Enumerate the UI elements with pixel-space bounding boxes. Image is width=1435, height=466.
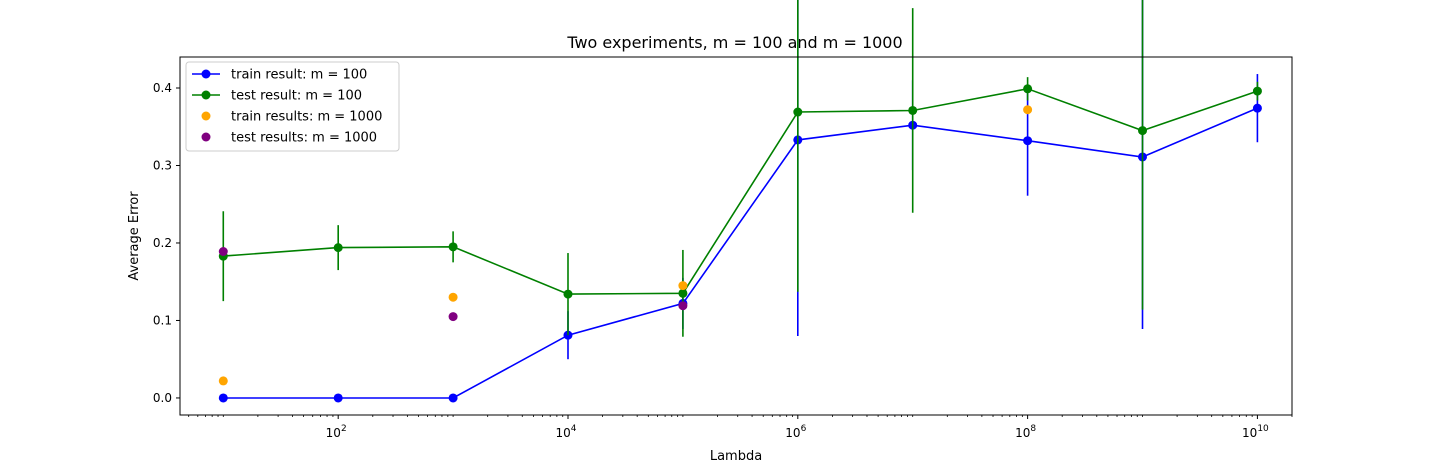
x-tick-label: 102 — [326, 424, 347, 440]
plot-area — [218, 0, 1262, 403]
legend-label: train result: m = 100 — [231, 68, 367, 83]
data-point — [448, 393, 458, 403]
x-tick-label: 104 — [555, 424, 576, 440]
x-tick-label: 106 — [785, 424, 806, 440]
y-tick-label: 0.2 — [153, 236, 172, 250]
data-point — [1252, 86, 1262, 96]
axis-ticks: 102 104 106 108 1010 0.0 0.1 0.2 0.3 0.4 — [153, 81, 1293, 440]
legend-box — [185, 61, 400, 152]
data-point — [1023, 136, 1033, 146]
data-point — [448, 242, 458, 252]
scatter-point — [218, 376, 228, 386]
legend-label: train results: m = 1000 — [231, 110, 382, 125]
x-tick-label: 108 — [1015, 424, 1036, 440]
scatter-point — [678, 301, 688, 311]
legend-marker — [201, 132, 211, 142]
scatter-point — [678, 281, 688, 291]
legend-marker — [201, 90, 211, 100]
series-line — [223, 107, 1258, 399]
y-tick-label: 0.4 — [153, 81, 172, 95]
data-point — [1138, 126, 1148, 136]
data-point — [218, 393, 228, 403]
data-point — [333, 243, 343, 253]
y-tick-label: 0.3 — [153, 158, 172, 172]
data-point — [563, 289, 573, 299]
legend-label: test result: m = 100 — [231, 89, 362, 104]
data-point — [793, 107, 803, 117]
legend-label: test results: m = 1000 — [231, 131, 377, 146]
scatter-point — [448, 292, 458, 302]
data-point — [1252, 103, 1262, 113]
x-axis-label: Lambda — [710, 449, 762, 464]
data-point — [1023, 84, 1033, 94]
scatter-point — [1023, 105, 1033, 115]
scatter-point — [448, 312, 458, 322]
data-point — [333, 393, 343, 403]
series-line — [223, 87, 1258, 295]
legend: train result: m = 100 test result: m = 10… — [185, 61, 400, 152]
data-point — [908, 105, 918, 115]
y-tick-label: 0.1 — [153, 313, 172, 327]
axes-frame — [179, 56, 1293, 416]
y-axis-label: Average Error — [127, 191, 142, 281]
x-tick-label: 1010 — [1242, 424, 1269, 440]
y-tick-label: 0.0 — [153, 391, 172, 405]
chart-title: Two experiments, m = 100 and m = 1000 — [566, 33, 902, 52]
scatter-point — [218, 246, 228, 256]
data-point — [678, 288, 688, 298]
legend-marker — [201, 111, 211, 121]
legend-marker — [201, 69, 211, 79]
